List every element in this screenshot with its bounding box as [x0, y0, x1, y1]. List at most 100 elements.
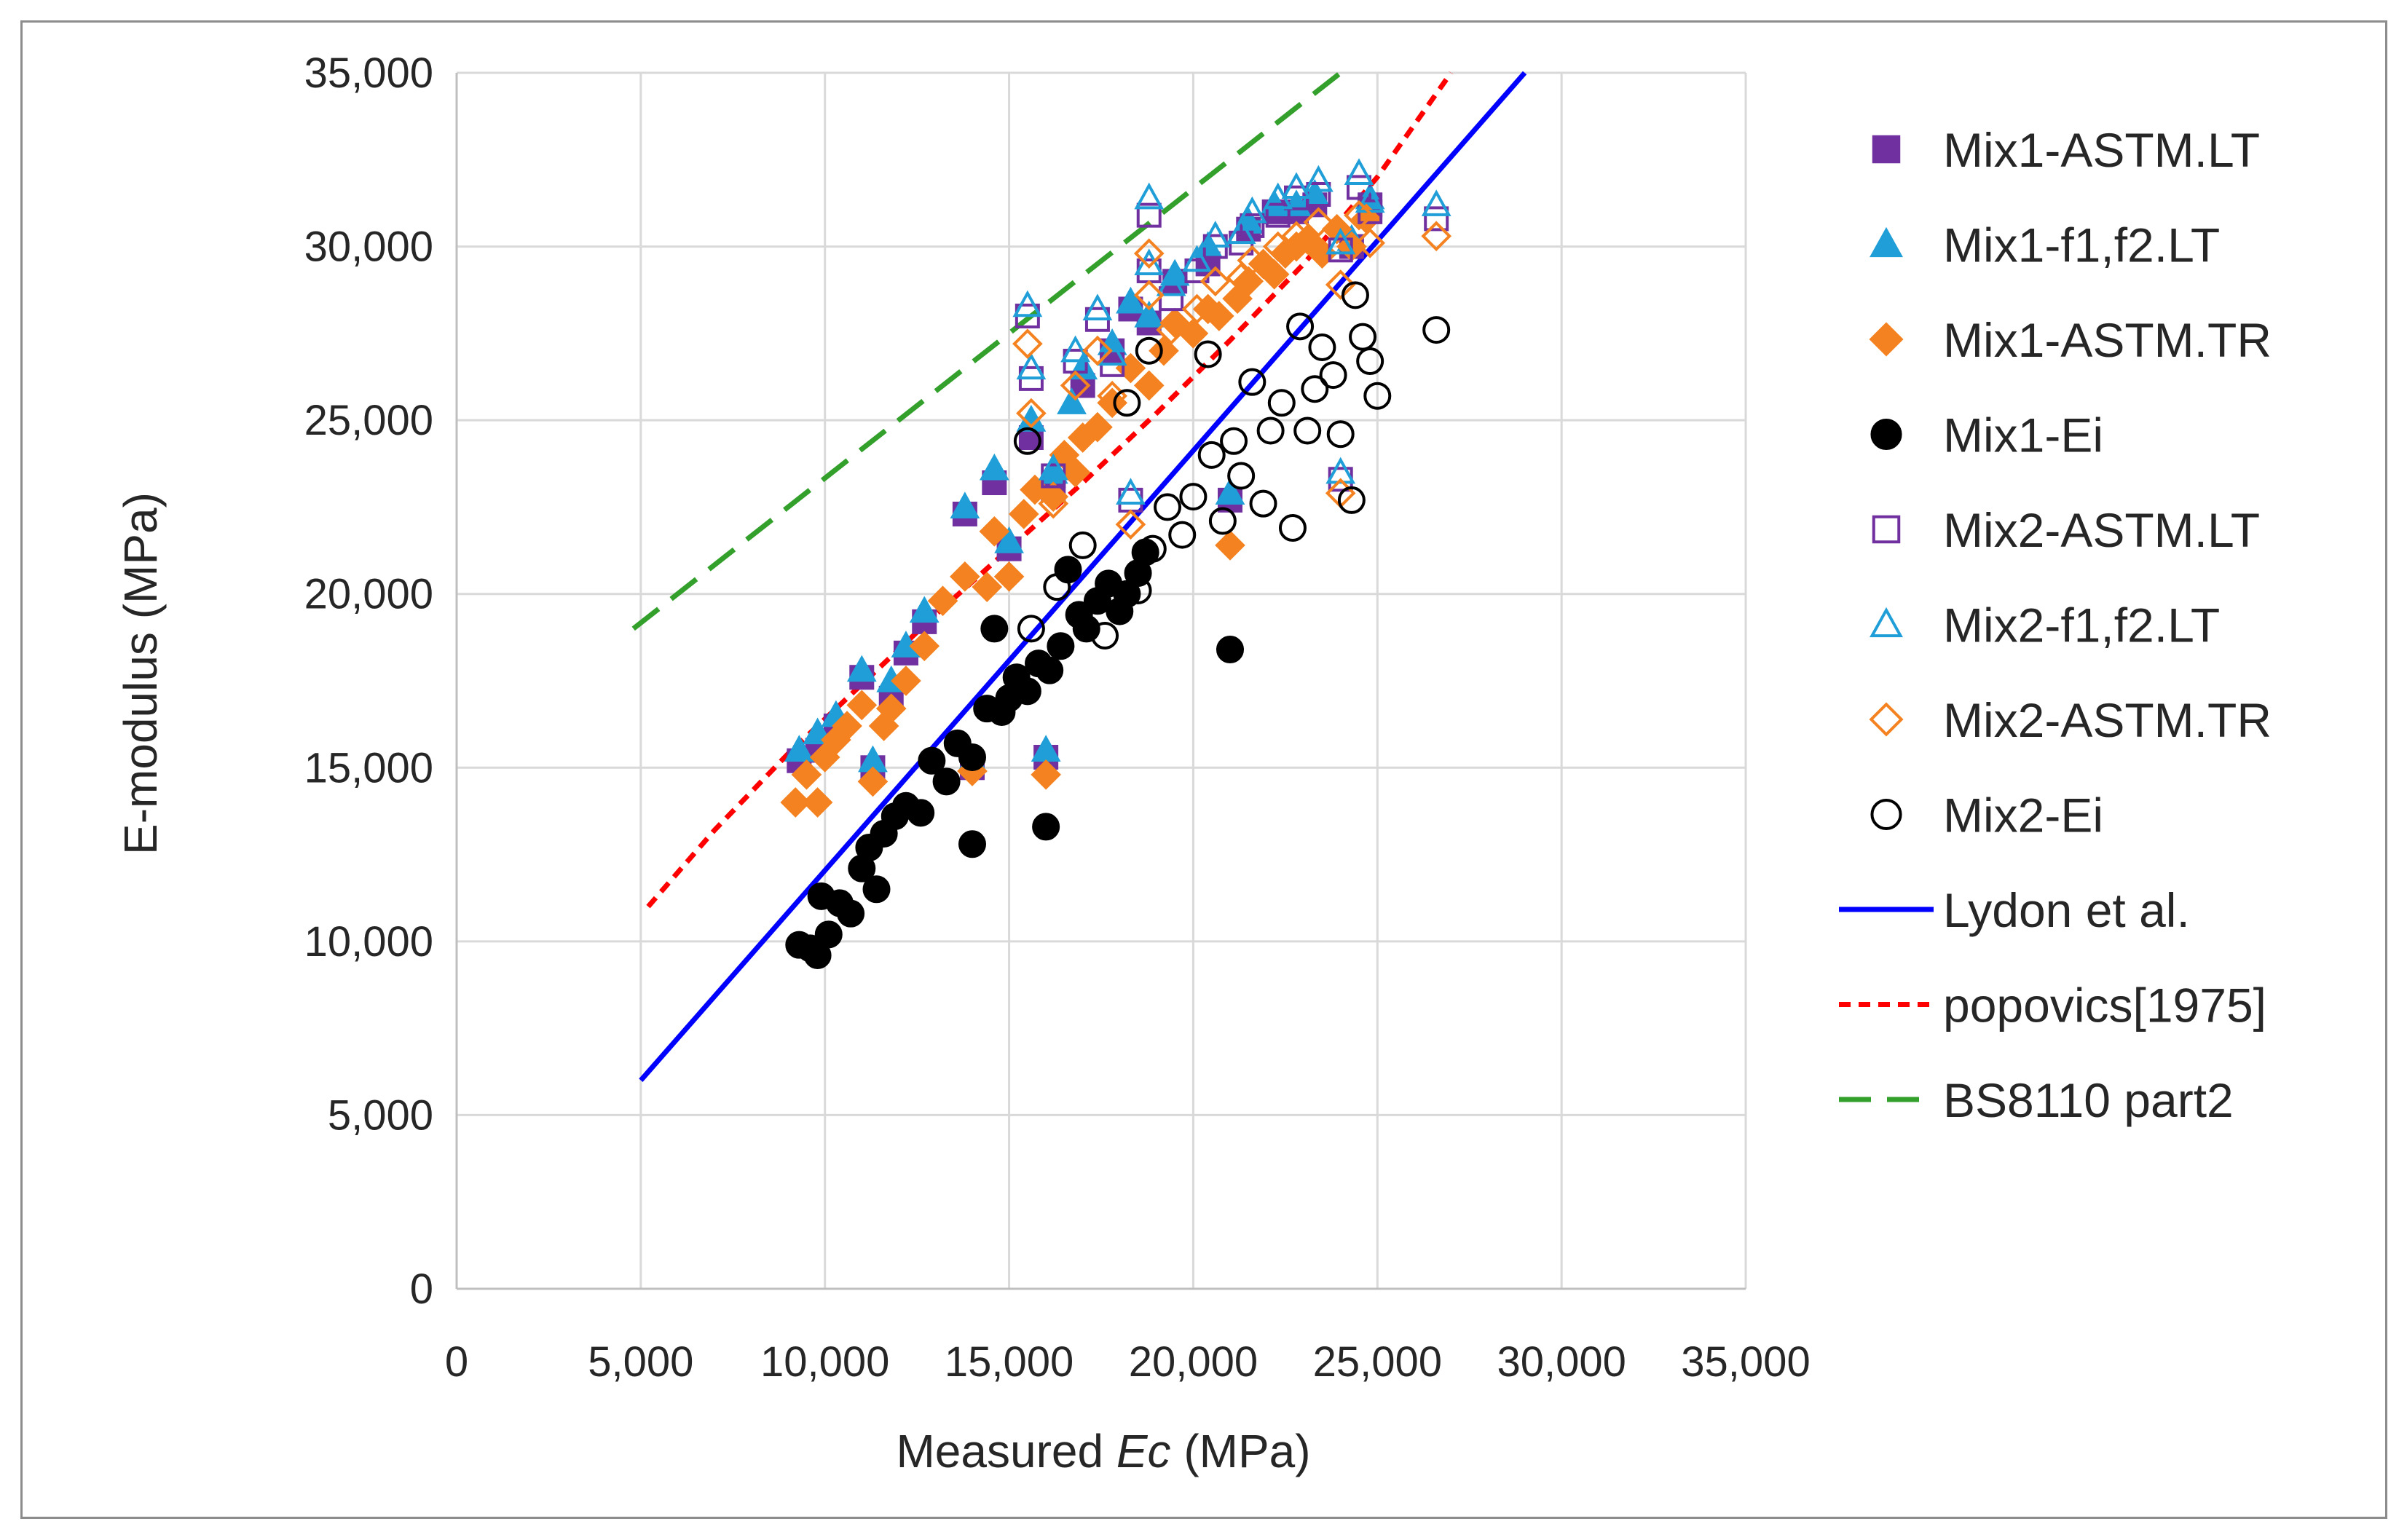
data-point — [1301, 375, 1329, 403]
data-point — [1113, 389, 1141, 417]
data-point — [791, 759, 822, 790]
series-mix2-ei — [1013, 281, 1451, 649]
y-tick-label: 10,000 — [304, 918, 433, 966]
legend-marker-mix1-astm-lt — [1872, 135, 1901, 164]
data-point — [1421, 189, 1451, 216]
data-point — [1200, 221, 1231, 248]
data-point — [891, 666, 921, 696]
data-point — [857, 766, 889, 797]
y-tick-labels: 0 5,000 10,000 15,000 20,000 25,000 30,000 35,0… — [304, 50, 433, 1313]
data-point — [809, 742, 840, 773]
legend-label: Mix1-Ei — [1943, 408, 2103, 462]
data-point — [1337, 486, 1366, 514]
x-tick-label: 35,000 — [1681, 1338, 1810, 1386]
data-point — [1262, 231, 1293, 262]
data-point — [1341, 281, 1369, 309]
data-point — [1116, 286, 1146, 314]
data-point — [1012, 290, 1043, 317]
x-tick-labels: 0 5,000 10,000 15,000 20,000 25,000 30,000 35,0… — [445, 1338, 1811, 1386]
data-point — [1068, 531, 1097, 559]
data-point — [1012, 328, 1043, 359]
legend-label: Lydon et al. — [1943, 883, 2190, 937]
legend-label: Mix1-ASTM.LT — [1943, 123, 2260, 177]
x-tick-label: 10,000 — [760, 1338, 889, 1386]
data-point — [1082, 411, 1113, 443]
legend-label: BS8110 part2 — [1943, 1073, 2234, 1127]
data-point — [958, 830, 986, 858]
data-point — [927, 585, 958, 617]
data-point — [1133, 280, 1165, 311]
data-point — [1226, 262, 1256, 293]
series-mix2-f1-f2-lt — [1012, 158, 1451, 505]
data-point — [980, 615, 1009, 643]
data-point — [1060, 370, 1091, 401]
data-point — [1181, 293, 1213, 325]
data-point — [1286, 312, 1315, 341]
legend-label: Mix1-ASTM.TR — [1943, 313, 2272, 367]
data-point — [1325, 269, 1356, 300]
data-point — [862, 875, 891, 904]
data-point — [1060, 457, 1091, 488]
data-point — [1036, 656, 1064, 684]
data-point — [1043, 573, 1071, 601]
line-bs8110-part2 — [631, 71, 1342, 631]
data-point — [1227, 462, 1256, 490]
data-point — [1133, 238, 1165, 269]
data-point — [1355, 227, 1385, 258]
data-point — [1032, 813, 1060, 841]
data-point — [909, 596, 939, 623]
data-point — [1222, 283, 1253, 314]
data-point — [1116, 478, 1146, 505]
data-point — [1233, 266, 1264, 297]
data-point — [1038, 488, 1069, 519]
x-tick-label: 15,000 — [945, 1338, 1074, 1386]
data-point — [1133, 370, 1165, 401]
data-point — [875, 693, 907, 724]
y-tick-label: 15,000 — [304, 744, 433, 791]
data-point — [1156, 315, 1186, 345]
data-point — [1256, 416, 1285, 445]
data-point — [1215, 530, 1245, 561]
data-point — [1038, 481, 1069, 512]
data-point — [1054, 556, 1082, 584]
data-point — [1265, 202, 1291, 228]
axes — [455, 73, 1746, 1290]
y-tick-label: 5,000 — [328, 1091, 433, 1139]
legend-marker-mix2-astm-tr — [1869, 702, 1904, 737]
data-point — [1344, 158, 1374, 185]
data-point — [1013, 677, 1041, 706]
data-point — [950, 561, 980, 592]
data-point — [907, 799, 935, 827]
data-point — [832, 711, 862, 741]
data-point — [979, 453, 1009, 481]
data-point — [1208, 507, 1237, 535]
data-point — [1258, 258, 1290, 290]
data-point — [1216, 636, 1244, 664]
data-point — [1016, 352, 1047, 380]
series-mix2-astm-tr — [1012, 200, 1452, 540]
legend-label: Mix2-ASTM.LT — [1943, 503, 2260, 557]
data-point — [1249, 489, 1277, 518]
data-point — [1237, 196, 1267, 224]
legend-marker-mix2-ei — [1870, 798, 1902, 831]
data-point — [972, 572, 1003, 602]
legend-label: popovics[1975] — [1943, 979, 2266, 1032]
x-tick-label: 5,000 — [588, 1338, 693, 1386]
data-point — [1204, 301, 1234, 331]
legend-label: Mix2-ASTM.TR — [1943, 693, 2272, 747]
data-points — [780, 158, 1452, 969]
data-point — [1267, 389, 1296, 417]
data-point — [1124, 576, 1152, 604]
x-tick-label: 20,000 — [1129, 1338, 1258, 1386]
data-point — [1422, 316, 1451, 344]
data-point — [1159, 307, 1190, 339]
data-point — [932, 767, 961, 796]
line-popovics-1975 — [646, 71, 1454, 909]
data-point — [1016, 398, 1047, 429]
data-point — [909, 631, 940, 662]
line-lydon-et-al — [639, 71, 1527, 1083]
data-point — [950, 491, 980, 519]
data-point — [1303, 207, 1334, 237]
data-point — [918, 746, 946, 775]
